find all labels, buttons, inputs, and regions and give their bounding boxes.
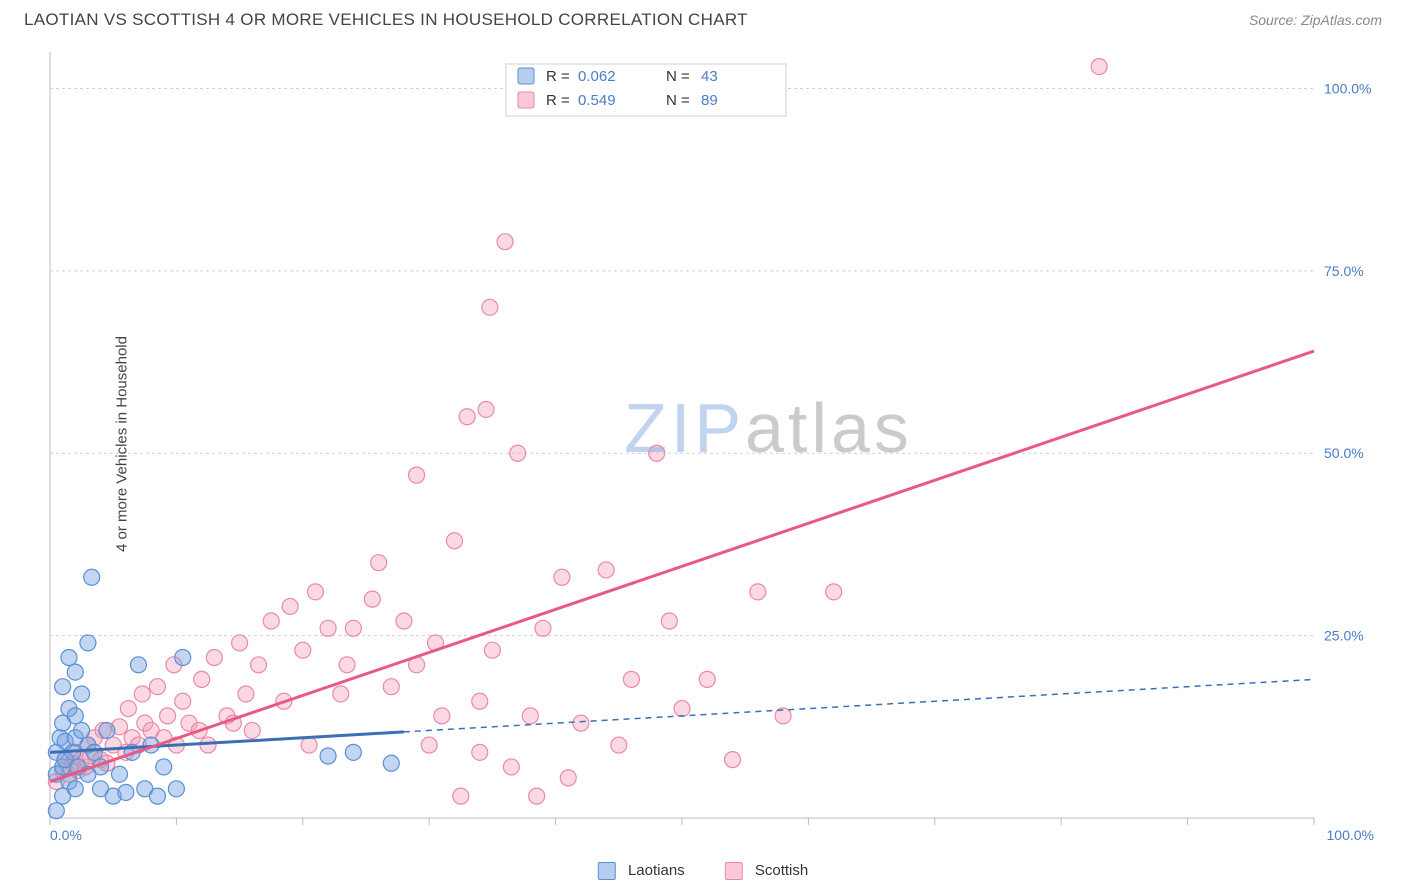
title-bar: LAOTIAN VS SCOTTISH 4 OR MORE VEHICLES I… — [0, 0, 1406, 38]
svg-text:0.549: 0.549 — [578, 92, 616, 109]
svg-text:89: 89 — [701, 92, 718, 109]
swatch-pink-icon — [725, 862, 743, 880]
legend-item-laotians: Laotians — [598, 862, 685, 880]
scatter-plot-svg: 25.0% 50.0% 75.0% 100.0% 0.0% 100.0% R = 0.062 N… — [46, 46, 1384, 842]
svg-text:R =: R = — [546, 68, 570, 85]
y-axis-label: 4 or more Vehicles in Household — [113, 336, 130, 552]
svg-text:0.0%: 0.0% — [50, 827, 82, 842]
svg-text:25.0%: 25.0% — [1324, 628, 1364, 644]
legend-item-scottish: Scottish — [725, 862, 809, 880]
swatch-blue-icon — [598, 862, 616, 880]
svg-text:100.0%: 100.0% — [1324, 80, 1371, 96]
svg-text:R =: R = — [546, 92, 570, 109]
plot-area: 4 or more Vehicles in Household 25.0% 50.… — [46, 46, 1384, 842]
legend-label-laotians: Laotians — [628, 862, 685, 879]
svg-text:75.0%: 75.0% — [1324, 263, 1364, 279]
source-attribution: Source: ZipAtlas.com — [1249, 12, 1382, 28]
svg-text:0.062: 0.062 — [578, 68, 616, 85]
svg-text:100.0%: 100.0% — [1327, 827, 1374, 842]
svg-text:N =: N = — [666, 68, 690, 85]
chart-title: LAOTIAN VS SCOTTISH 4 OR MORE VEHICLES I… — [24, 10, 748, 30]
svg-text:43: 43 — [701, 68, 718, 85]
svg-text:50.0%: 50.0% — [1324, 445, 1364, 461]
svg-text:N =: N = — [666, 92, 690, 109]
legend-bottom: Laotians Scottish — [598, 862, 808, 880]
legend-label-scottish: Scottish — [755, 862, 808, 879]
